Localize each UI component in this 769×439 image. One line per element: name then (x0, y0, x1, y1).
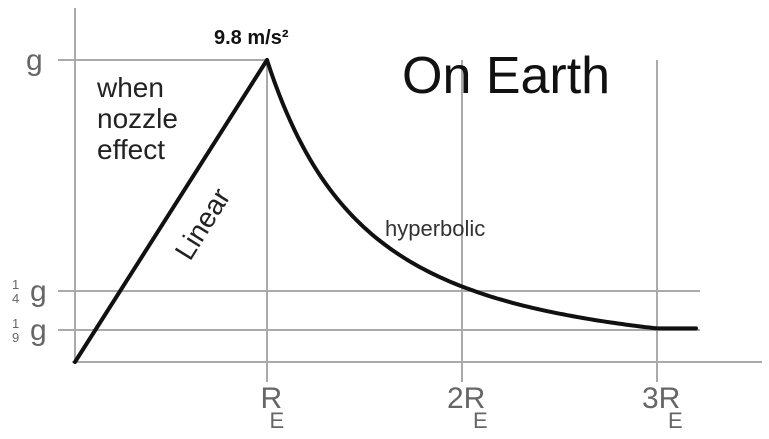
y-tick-frac-num: 1 (12, 316, 19, 331)
linear-curve (73, 58, 269, 364)
x-tick-label: 3R (642, 382, 680, 415)
x-tick-subscript: E (270, 408, 285, 433)
x-tick-label: 2R (447, 382, 485, 415)
hyperbolic-curve (265, 58, 698, 331)
nozzle-note-line-1: when (96, 72, 164, 103)
chart-title: On Earth (402, 47, 610, 105)
x-tick-label: R (261, 382, 283, 415)
y-tick-label: g (26, 44, 43, 77)
hyperbolic-label: hyperbolic (385, 216, 485, 241)
x-tick-subscript: E (668, 408, 683, 433)
x-tick-subscript: E (473, 408, 488, 433)
y-tick-frac-num: 1 (12, 277, 19, 292)
y-tick-label: g (30, 275, 47, 308)
peak-value-label: 9.8 m/s² (214, 27, 289, 49)
y-tick-frac-den: 9 (12, 330, 19, 345)
y-tick-frac-den: 4 (12, 291, 19, 306)
nozzle-note-line-2: nozzle (97, 103, 178, 134)
y-tick-label: g (30, 314, 47, 347)
nozzle-note-line-3: effect (97, 134, 165, 165)
